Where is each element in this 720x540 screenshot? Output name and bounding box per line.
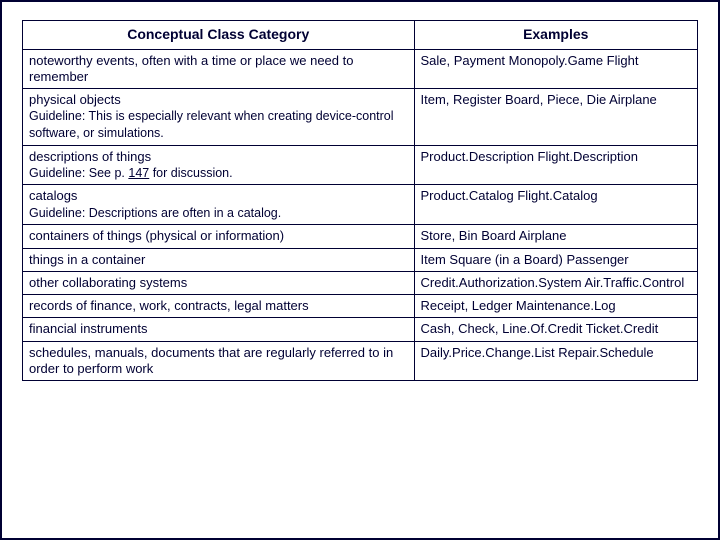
table-row: containers of things (physical or inform…	[23, 225, 698, 248]
guideline-text: Guideline: This is especially relevant w…	[29, 109, 394, 140]
slide-page: Conceptual Class Category Examples notew…	[0, 0, 720, 540]
category-text: containers of things (physical or inform…	[29, 228, 284, 243]
category-cell: financial instruments	[23, 318, 415, 341]
category-text: catalogs	[29, 188, 77, 203]
category-text: things in a container	[29, 252, 145, 267]
category-cell: descriptions of things Guideline: See p. …	[23, 145, 415, 185]
category-cell: things in a container	[23, 248, 415, 271]
table-row: things in a container Item Square (in a B…	[23, 248, 698, 271]
guideline-text: Guideline: Descriptions are often in a c…	[29, 206, 281, 220]
examples-cell: Product.Description Flight.Description	[414, 145, 698, 185]
table-row: schedules, manuals, documents that are r…	[23, 341, 698, 381]
examples-cell: Cash, Check, Line.Of.Credit Ticket.Credi…	[414, 318, 698, 341]
category-cell: catalogs Guideline: Descriptions are ofte…	[23, 185, 415, 225]
table-row: descriptions of things Guideline: See p. …	[23, 145, 698, 185]
examples-cell: Item, Register Board, Piece, Die Airplan…	[414, 89, 698, 146]
category-text: records of finance, work, contracts, leg…	[29, 298, 309, 313]
examples-cell: Daily.Price.Change.List Repair.Schedule	[414, 341, 698, 381]
table-header-row: Conceptual Class Category Examples	[23, 21, 698, 50]
examples-cell: Store, Bin Board Airplane	[414, 225, 698, 248]
examples-cell: Receipt, Ledger Maintenance.Log	[414, 295, 698, 318]
category-cell: physical objects Guideline: This is espec…	[23, 89, 415, 146]
header-category: Conceptual Class Category	[23, 21, 415, 50]
category-cell: records of finance, work, contracts, leg…	[23, 295, 415, 318]
class-category-table: Conceptual Class Category Examples notew…	[22, 20, 698, 381]
category-cell: containers of things (physical or inform…	[23, 225, 415, 248]
category-text: noteworthy events, often with a time or …	[29, 53, 353, 84]
category-text: physical objects	[29, 92, 121, 107]
examples-cell: Item Square (in a Board) Passenger	[414, 248, 698, 271]
table-row: records of finance, work, contracts, leg…	[23, 295, 698, 318]
table-row: physical objects Guideline: This is espec…	[23, 89, 698, 146]
table-body: noteworthy events, often with a time or …	[23, 49, 698, 381]
category-cell: noteworthy events, often with a time or …	[23, 49, 415, 89]
examples-cell: Credit.Authorization.System Air.Traffic.…	[414, 271, 698, 294]
table-row: noteworthy events, often with a time or …	[23, 49, 698, 89]
category-text: other collaborating systems	[29, 275, 187, 290]
table-row: financial instruments Cash, Check, Line.O…	[23, 318, 698, 341]
examples-cell: Product.Catalog Flight.Catalog	[414, 185, 698, 225]
table-row: other collaborating systems Credit.Author…	[23, 271, 698, 294]
category-text: schedules, manuals, documents that are r…	[29, 345, 393, 376]
guideline-text: Guideline: See p. 147 for discussion.	[29, 166, 233, 180]
header-examples: Examples	[414, 21, 698, 50]
category-cell: other collaborating systems	[23, 271, 415, 294]
table-row: catalogs Guideline: Descriptions are ofte…	[23, 185, 698, 225]
category-text: financial instruments	[29, 321, 148, 336]
category-text: descriptions of things	[29, 149, 151, 164]
examples-cell: Sale, Payment Monopoly.Game Flight	[414, 49, 698, 89]
category-cell: schedules, manuals, documents that are r…	[23, 341, 415, 381]
